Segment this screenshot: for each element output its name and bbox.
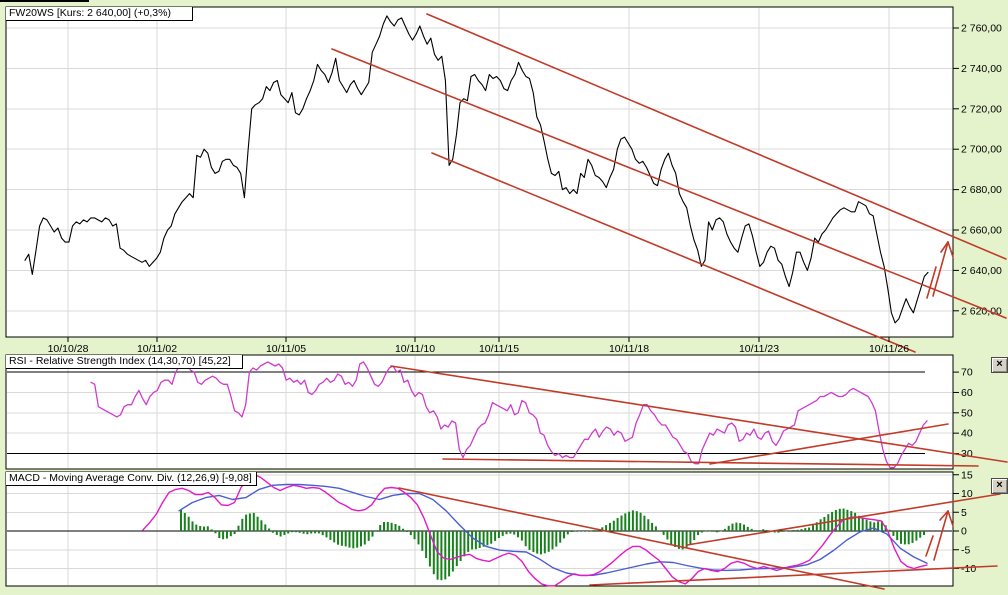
svg-text:2 740,00: 2 740,00 xyxy=(961,63,1002,75)
date-axis: 10/10/28 10/11/02 10/11/05 10/11/10 10/11/15… xyxy=(48,337,909,355)
svg-text:0: 0 xyxy=(961,526,967,538)
signal-line xyxy=(178,483,928,576)
price-y-axis-labels: 2 760,00 2 740,00 2 720,00 2 700,00 2 680,00… xyxy=(953,23,1002,317)
svg-text:10/11/26: 10/11/26 xyxy=(869,343,909,355)
svg-text:2 700,00: 2 700,00 xyxy=(961,144,1002,156)
svg-text:10/11/15: 10/11/15 xyxy=(479,343,519,355)
svg-text:10/11/10: 10/11/10 xyxy=(395,343,435,355)
svg-text:60: 60 xyxy=(961,387,973,399)
svg-text:50: 50 xyxy=(961,407,973,419)
rsi-y-axis-labels: 70 60 50 40 30 xyxy=(953,367,973,460)
svg-text:10/11/18: 10/11/18 xyxy=(609,343,649,355)
svg-text:40: 40 xyxy=(961,428,973,440)
svg-text:10/10/28: 10/10/28 xyxy=(48,343,89,355)
price-line xyxy=(24,15,929,324)
svg-text:-10: -10 xyxy=(961,563,976,575)
svg-text:2 760,00: 2 760,00 xyxy=(961,23,1002,35)
svg-text:30: 30 xyxy=(961,448,973,460)
svg-text:10/11/02: 10/11/02 xyxy=(137,343,177,355)
svg-text:2 720,00: 2 720,00 xyxy=(961,103,1002,115)
svg-text:5: 5 xyxy=(961,507,967,519)
svg-text:10/11/05: 10/11/05 xyxy=(266,343,306,355)
rsi-trendlines[interactable] xyxy=(390,365,1008,467)
svg-text:-5: -5 xyxy=(961,544,970,556)
macd-line xyxy=(142,473,928,587)
rsi-close-button[interactable]: × xyxy=(991,357,1008,373)
window-border-fragment xyxy=(0,0,89,2)
main-chart-title: FW20WS [Kurs: 2 640,00] (+0,3%) xyxy=(6,7,193,21)
svg-text:2 620,00: 2 620,00 xyxy=(961,305,1002,317)
svg-text:10: 10 xyxy=(961,488,973,500)
svg-text:2 660,00: 2 660,00 xyxy=(961,225,1002,237)
main-trendlines[interactable] xyxy=(331,13,1007,353)
macd-y-axis-labels: 15 10 5 0 -5 -10 xyxy=(953,469,976,575)
macd-close-button[interactable]: × xyxy=(991,478,1008,494)
rsi-line xyxy=(90,359,928,469)
macd-trendlines[interactable] xyxy=(398,487,1001,590)
rsi-panel-title: RSI - Relative Strength Index (14,30,70)… xyxy=(6,355,243,369)
svg-text:15: 15 xyxy=(961,469,973,481)
svg-text:10/11/23: 10/11/23 xyxy=(739,343,779,355)
macd-panel-title: MACD - Moving Average Conv. Div. (12,26,… xyxy=(6,472,257,486)
svg-text:2 680,00: 2 680,00 xyxy=(961,184,1002,196)
price-gridlines xyxy=(7,8,952,336)
svg-text:70: 70 xyxy=(961,367,973,379)
svg-text:2 640,00: 2 640,00 xyxy=(961,265,1002,277)
rsi-gridlines xyxy=(7,356,952,468)
